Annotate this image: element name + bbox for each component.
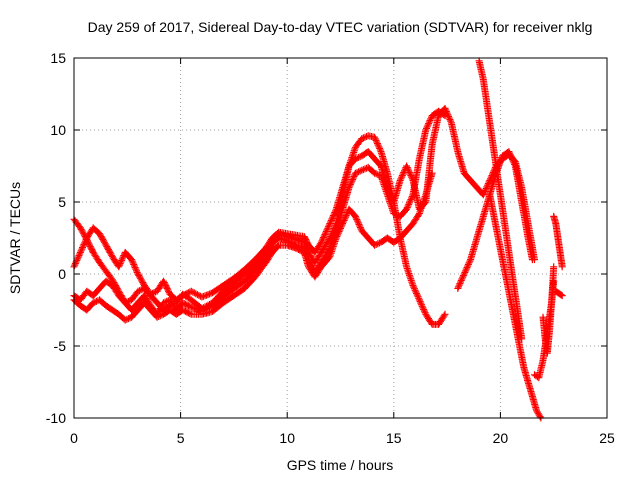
y-axis-label: SDTVAR / TECUs: [7, 182, 23, 294]
x-tick-label: 25: [599, 430, 615, 446]
chart-title: Day 259 of 2017, Sidereal Day-to-day VTE…: [88, 19, 593, 35]
series-track-3: [70, 107, 449, 314]
y-tick-labels: -10 -5 0 5 10 15: [46, 50, 66, 426]
y-tick-label: 5: [58, 194, 66, 210]
data-marker-path: [70, 132, 449, 328]
x-tick-label: 0: [70, 430, 78, 446]
y-tick-label: 0: [58, 266, 66, 282]
data-marker-path: [70, 107, 449, 314]
y-tick-label: -10: [46, 410, 66, 426]
data-marker-path: [550, 212, 566, 271]
data-marker-path: [486, 191, 545, 422]
data-marker-path: [475, 57, 526, 343]
x-tick-labels: 0 5 10 15 20 25: [70, 430, 615, 446]
data-marker-path: [70, 104, 538, 304]
y-tick-label: 10: [50, 122, 66, 138]
series-track-11: [552, 287, 566, 300]
series-track-2: [70, 104, 538, 304]
data-points: [70, 57, 566, 422]
series-track-10: [550, 212, 566, 271]
y-tick-label: 15: [50, 50, 66, 66]
series-track-6: [475, 57, 526, 343]
data-marker-path: [539, 263, 558, 357]
axis-ticks: [73, 57, 608, 419]
x-tick-label: 10: [279, 430, 295, 446]
x-tick-label: 15: [386, 430, 402, 446]
plot-frame: [73, 57, 608, 419]
series-track-7: [486, 191, 545, 422]
series-track-9: [539, 263, 558, 357]
data-marker-path: [552, 287, 566, 300]
x-axis-label: GPS time / hours: [287, 457, 394, 473]
series-track-1: [70, 132, 449, 328]
x-tick-label: 5: [177, 430, 185, 446]
x-tick-label: 20: [493, 430, 509, 446]
y-tick-label: -5: [54, 338, 67, 354]
